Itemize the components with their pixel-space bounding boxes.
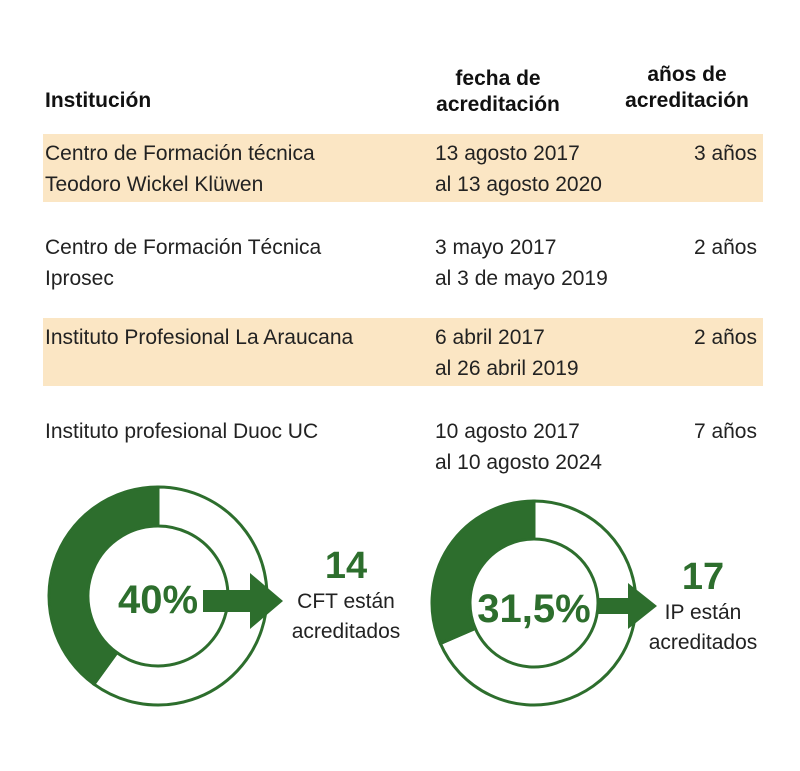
caption-line2: acreditados bbox=[649, 631, 758, 654]
caption-line2: acreditados bbox=[292, 620, 401, 643]
header-anos-line2: acreditación bbox=[625, 89, 749, 112]
date-start: 13 agosto 2017 bbox=[435, 142, 580, 165]
table-row: Centro de Formación técnica Teodoro Wick… bbox=[43, 134, 763, 202]
arrow-icon bbox=[597, 583, 657, 629]
institution-cell: Instituto Profesional La Araucana bbox=[45, 322, 415, 353]
header-fecha: fecha de acreditación bbox=[418, 66, 578, 118]
donut-value-slice bbox=[430, 499, 536, 646]
institution-line1: Centro de Formación técnica bbox=[45, 142, 315, 165]
header-fecha-line1: fecha de bbox=[455, 67, 541, 90]
table-row: Centro de Formación Técnica Iprosec 3 ma… bbox=[43, 228, 763, 296]
institution-line1: Instituto profesional Duoc UC bbox=[45, 420, 319, 443]
table-row: Instituto Profesional La Araucana 6 abri… bbox=[43, 318, 763, 386]
date-end: al 26 abril 2019 bbox=[435, 357, 579, 380]
date-cell: 10 agosto 2017 al 10 agosto 2024 bbox=[435, 416, 695, 478]
date-start: 3 mayo 2017 bbox=[435, 236, 557, 259]
caption-line1: IP están bbox=[665, 601, 742, 624]
institution-cell: Centro de Formación Técnica Iprosec bbox=[45, 232, 415, 294]
date-start: 6 abril 2017 bbox=[435, 326, 545, 349]
institution-line1: Centro de Formación Técnica bbox=[45, 236, 322, 259]
date-end: al 10 agosto 2024 bbox=[435, 451, 602, 474]
years-cell: 7 años bbox=[693, 420, 757, 443]
years-cell: 2 años bbox=[693, 236, 757, 259]
institution-cell: Instituto profesional Duoc UC bbox=[45, 416, 415, 447]
institution-line2: Iprosec bbox=[45, 267, 114, 290]
years-cell: 3 años bbox=[693, 142, 757, 165]
institution-line2: Teodoro Wickel Klüwen bbox=[45, 173, 264, 196]
date-cell: 13 agosto 2017 al 13 agosto 2020 bbox=[435, 138, 695, 200]
donut-center-label: 31,5% bbox=[477, 587, 590, 631]
date-cell: 6 abril 2017 al 26 abril 2019 bbox=[435, 322, 695, 384]
donut-remaining-slice bbox=[91, 485, 269, 707]
header-anos: años de acreditación bbox=[612, 62, 762, 114]
donut-chart-ip: 31,5% 17 IP están acreditados bbox=[430, 499, 758, 707]
caption-line1: CFT están bbox=[297, 590, 395, 613]
date-end: al 13 agosto 2020 bbox=[435, 173, 602, 196]
donut-value-slice bbox=[47, 485, 160, 687]
header-anos-line1: años de bbox=[647, 63, 727, 86]
header-fecha-line2: acreditación bbox=[436, 93, 560, 116]
donut-chart-cft: 40% 14 CFT están acreditados bbox=[47, 485, 401, 707]
date-cell: 3 mayo 2017 al 3 de mayo 2019 bbox=[435, 232, 695, 294]
years-cell: 2 años bbox=[693, 326, 757, 349]
date-start: 10 agosto 2017 bbox=[435, 420, 580, 443]
arrow-icon bbox=[203, 573, 283, 629]
header-institucion: Institución bbox=[45, 89, 152, 112]
donut-center-label: 40% bbox=[118, 578, 198, 622]
institution-cell: Centro de Formación técnica Teodoro Wick… bbox=[45, 138, 415, 200]
institution-line1: Instituto Profesional La Araucana bbox=[45, 326, 354, 349]
count-label: 17 bbox=[682, 556, 724, 598]
count-label: 14 bbox=[325, 545, 367, 587]
date-end: al 3 de mayo 2019 bbox=[435, 267, 608, 290]
table-row: Instituto profesional Duoc UC 10 agosto … bbox=[43, 412, 763, 480]
